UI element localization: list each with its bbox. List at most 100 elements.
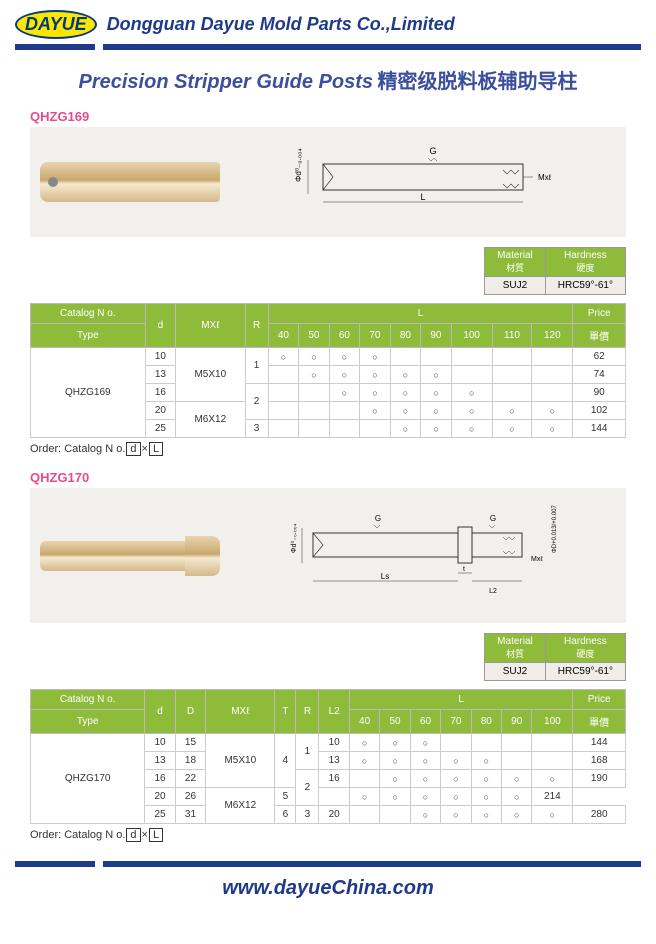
cell-mark: ○ <box>532 420 573 438</box>
header-divider <box>15 44 641 50</box>
cell-price: 62 <box>573 348 626 366</box>
th-d: d <box>145 304 176 348</box>
th-r: R <box>245 304 268 348</box>
dim-t: t <box>463 566 465 573</box>
cell-r: 3 <box>245 420 268 438</box>
th-L90: 90 <box>421 324 452 348</box>
cell-mark: ○ <box>532 806 573 824</box>
cell-d: 13 <box>145 366 176 384</box>
spec-table-170: Catalog N o. d D MXℓ T R L2 L Price Type… <box>30 689 626 824</box>
material-table: Material材質 Hardness硬度 SUJ2 HRC59°-61° <box>484 633 626 681</box>
title-english: Precision Stripper Guide Posts <box>79 71 374 93</box>
technical-drawing: Φd⁰₋₀.₀₀₄ G G Ls t L2 Mxℓ Φ <box>250 503 616 608</box>
cell-mark: ○ <box>410 770 440 788</box>
cell-mark <box>360 420 391 438</box>
cell-mark: ○ <box>451 384 492 402</box>
part-label: QHZG170 <box>30 470 626 485</box>
page-title: Precision Stripper Guide Posts 精密级脱料板辅助导… <box>0 65 656 94</box>
th-L60: 60 <box>329 324 360 348</box>
cell-D: 15 <box>175 734 205 752</box>
cell-mark: ○ <box>380 734 410 752</box>
th-mx: MXℓ <box>176 304 245 348</box>
cell-t: 5 <box>275 788 296 806</box>
th-L70: 70 <box>360 324 391 348</box>
cell-mx: M5X10 <box>206 734 275 788</box>
cell-mark <box>532 734 573 752</box>
th-L110: 110 <box>492 324 532 348</box>
title-chinese: 精密级脱料板辅助导柱 <box>377 71 577 93</box>
cell-mark: ○ <box>329 366 360 384</box>
technical-drawing: Φd⁰₋₀.₀₀₄ G L Mxℓ <box>250 142 616 222</box>
cell-mark: ○ <box>502 770 532 788</box>
footer-url: www.dayueChina.com <box>0 872 656 915</box>
cell-D: 26 <box>175 788 205 806</box>
part-label: QHZG169 <box>30 109 626 124</box>
cell-mark <box>349 806 379 824</box>
material-value: SUJ2 <box>485 277 546 295</box>
th-L80: 80 <box>471 710 501 734</box>
cell-mark <box>380 806 410 824</box>
dim-mx: Mxℓ <box>538 173 552 182</box>
cell-d: 25 <box>145 420 176 438</box>
cell-mx: M6X12 <box>176 402 245 438</box>
dim-g1: G <box>375 514 381 523</box>
cell-mark: ○ <box>360 348 391 366</box>
hardness-value: HRC59°-61° <box>545 663 625 681</box>
th-L: L <box>349 690 572 710</box>
th-L2: L2 <box>319 690 349 734</box>
cell-mark: ○ <box>441 806 471 824</box>
cell-price: 190 <box>573 770 626 788</box>
th-L70: 70 <box>441 710 471 734</box>
cell-mark <box>329 402 360 420</box>
company-name: Dongguan Dayue Mold Parts Co.,Limited <box>107 14 455 35</box>
cell-mark: ○ <box>360 384 391 402</box>
cell-price: 280 <box>573 806 626 824</box>
cell-mark: ○ <box>360 402 391 420</box>
dim-g2: G <box>490 514 496 523</box>
cell-mark <box>532 752 573 770</box>
diagram-area: Φd⁰₋₀.₀₀₄ G L Mxℓ <box>30 127 626 237</box>
cell-t: 4 <box>275 734 296 788</box>
cell-mark: ○ <box>471 788 501 806</box>
cell-mark: ○ <box>299 348 330 366</box>
cell-r: 2 <box>296 770 319 806</box>
cell-mark: ○ <box>502 806 532 824</box>
cell-mark <box>268 402 299 420</box>
cell-mark <box>451 366 492 384</box>
cell-mark: ○ <box>390 384 421 402</box>
cell-mark <box>268 366 299 384</box>
th-mx: MXℓ <box>206 690 275 734</box>
product-photo <box>40 162 220 202</box>
cell-mark: ○ <box>268 348 299 366</box>
cell-mx: M5X10 <box>176 348 245 402</box>
th-L90: 90 <box>502 710 532 734</box>
cell-mark: ○ <box>380 788 410 806</box>
cell-d: 13 <box>145 752 175 770</box>
th-catalog: Catalog N o. <box>31 304 146 324</box>
th-L80: 80 <box>390 324 421 348</box>
cell-D: 31 <box>175 806 205 824</box>
order-note: Order: Catalog N o.d×L <box>30 443 626 455</box>
logo: DAYUE <box>15 10 97 39</box>
material-info: Material材質 Hardness硬度 SUJ2 HRC59°-61° <box>30 633 626 681</box>
cell-price: 74 <box>573 366 626 384</box>
th-r: R <box>296 690 319 734</box>
cell-mark: ○ <box>390 366 421 384</box>
cell-mark: ○ <box>349 788 379 806</box>
cell-mark: ○ <box>441 788 471 806</box>
th-catalog: Catalog N o. <box>31 690 145 710</box>
cell-mark <box>441 734 471 752</box>
cell-mark: ○ <box>360 366 391 384</box>
cell-mark: ○ <box>421 402 452 420</box>
cell-mark: ○ <box>492 402 532 420</box>
cell-price: 102 <box>573 402 626 420</box>
cell-price: 144 <box>573 420 626 438</box>
cell-mark: ○ <box>492 420 532 438</box>
material-table: Material材質 Hardness硬度 SUJ2 HRC59°-61° <box>484 247 626 295</box>
cell-mark <box>319 788 349 806</box>
th-price: Price <box>573 304 626 324</box>
dim-d: Φd⁰₋₀.₀₀₄ <box>294 148 303 182</box>
cell-mark: ○ <box>329 348 360 366</box>
dim-d: Φd⁰₋₀.₀₀₄ <box>290 523 298 553</box>
cell-d: 20 <box>145 788 175 806</box>
